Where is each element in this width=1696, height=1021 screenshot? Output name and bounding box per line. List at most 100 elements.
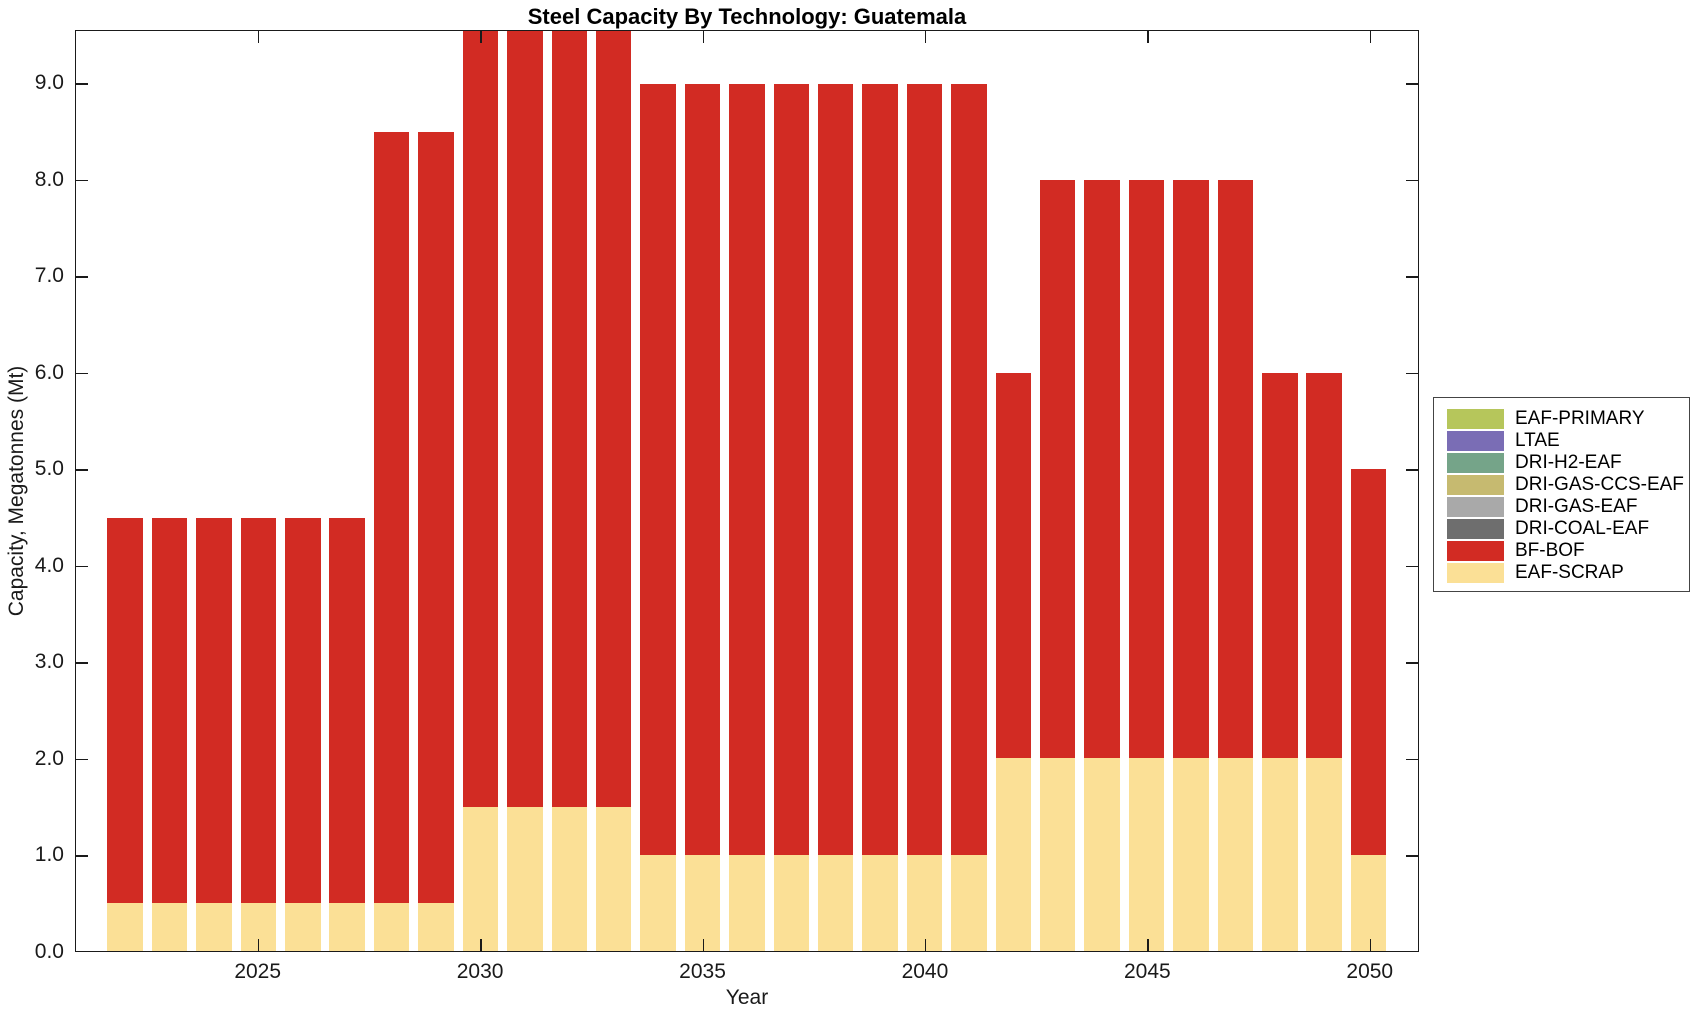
x-tick-bottom bbox=[480, 939, 482, 951]
x-tick-top bbox=[257, 31, 260, 43]
bar-segment-bf-bof-2025 bbox=[240, 517, 277, 903]
legend-label: DRI-GAS-CCS-EAF bbox=[1515, 473, 1684, 495]
x-tick-top bbox=[1147, 31, 1149, 43]
y-tick-label-7.0: 7.0 bbox=[34, 264, 64, 288]
y-tick-left bbox=[76, 565, 88, 568]
bar-2025[interactable] bbox=[236, 31, 280, 951]
legend-label: BF-BOF bbox=[1515, 539, 1585, 561]
bar-2048[interactable] bbox=[1258, 31, 1302, 951]
legend-swatch-dri-gas-ccs-eaf bbox=[1447, 474, 1504, 495]
legend-swatch-bf-bof bbox=[1447, 540, 1504, 561]
bar-2044[interactable] bbox=[1080, 31, 1124, 951]
bar-2049[interactable] bbox=[1302, 31, 1346, 951]
bar-segment-bf-bof-2045 bbox=[1128, 180, 1165, 759]
x-tick-top bbox=[702, 31, 705, 43]
x-tick-label-2045: 2045 bbox=[1123, 960, 1171, 983]
y-tick-label-6.0: 6.0 bbox=[34, 360, 64, 384]
bar-segment-bf-bof-2022 bbox=[107, 517, 143, 903]
bar-2040[interactable] bbox=[902, 31, 946, 951]
bar-segment-bf-bof-2030 bbox=[462, 31, 499, 807]
bar-2037[interactable] bbox=[769, 31, 813, 951]
legend-entry-dri-h2-eaf: DRI-H2-EAF bbox=[1447, 452, 1681, 473]
bar-2046[interactable] bbox=[1169, 31, 1213, 951]
legend-entry-dri-gas-eaf: DRI-GAS-EAF bbox=[1447, 496, 1681, 517]
bar-segment-eaf-scrap-2024 bbox=[196, 902, 232, 951]
x-tick-label-2040: 2040 bbox=[901, 960, 949, 983]
bar-2042[interactable] bbox=[991, 31, 1035, 951]
bar-2028[interactable] bbox=[369, 31, 413, 951]
x-tick-bottom bbox=[257, 939, 260, 951]
bar-segment-eaf-scrap-2045 bbox=[1128, 758, 1165, 951]
y-tick-label-1.0: 1.0 bbox=[34, 843, 64, 867]
legend-entry-eaf-scrap: EAF-SCRAP bbox=[1447, 562, 1681, 583]
y-tick-right bbox=[1406, 855, 1418, 857]
bar-segment-eaf-scrap-2040 bbox=[906, 854, 943, 951]
bars-container bbox=[103, 31, 1391, 951]
bar-segment-bf-bof-2034 bbox=[640, 84, 676, 855]
y-tick-left bbox=[76, 276, 88, 278]
legend-entry-eaf-primary: EAF-PRIMARY bbox=[1447, 408, 1681, 429]
y-tick-left bbox=[76, 758, 88, 761]
x-tick-top bbox=[480, 31, 482, 43]
y-tick-label-0.0: 0.0 bbox=[34, 940, 64, 963]
bar-2024[interactable] bbox=[192, 31, 236, 951]
bar-segment-eaf-scrap-2026 bbox=[285, 902, 321, 951]
bar-2029[interactable] bbox=[414, 31, 458, 951]
legend-label: EAF-SCRAP bbox=[1515, 561, 1624, 583]
bar-segment-bf-bof-2036 bbox=[729, 84, 765, 855]
bar-2026[interactable] bbox=[281, 31, 325, 951]
y-tick-label-3.0: 3.0 bbox=[34, 650, 64, 674]
bar-2036[interactable] bbox=[725, 31, 769, 951]
x-tick-bottom bbox=[1147, 939, 1149, 951]
bar-segment-eaf-scrap-2033 bbox=[595, 806, 632, 951]
bar-2031[interactable] bbox=[503, 31, 547, 951]
bar-2041[interactable] bbox=[947, 31, 991, 951]
bar-segment-eaf-scrap-2034 bbox=[640, 854, 676, 951]
x-tick-bottom bbox=[1369, 939, 1372, 951]
bar-2033[interactable] bbox=[591, 31, 635, 951]
bar-2022[interactable] bbox=[103, 31, 147, 951]
legend-entry-dri-coal-eaf: DRI-COAL-EAF bbox=[1447, 518, 1681, 539]
bar-segment-eaf-scrap-2028 bbox=[373, 902, 410, 951]
x-tick-label-2050: 2050 bbox=[1346, 960, 1394, 983]
bar-2027[interactable] bbox=[325, 31, 369, 951]
y-tick-left bbox=[76, 372, 88, 375]
bar-2043[interactable] bbox=[1036, 31, 1080, 951]
bar-segment-bf-bof-2047 bbox=[1217, 180, 1254, 759]
bar-segment-bf-bof-2032 bbox=[551, 31, 588, 807]
bar-2045[interactable] bbox=[1124, 31, 1168, 951]
bar-2030[interactable] bbox=[458, 31, 502, 951]
bar-2039[interactable] bbox=[858, 31, 902, 951]
bar-segment-bf-bof-2048 bbox=[1262, 373, 1298, 759]
x-axis-label: Year bbox=[725, 986, 769, 1009]
bar-segment-eaf-scrap-2046 bbox=[1173, 758, 1209, 951]
bar-segment-bf-bof-2031 bbox=[507, 31, 543, 807]
bar-segment-bf-bof-2029 bbox=[418, 132, 454, 903]
x-tick-top bbox=[924, 31, 927, 43]
bar-2050[interactable] bbox=[1346, 31, 1390, 951]
legend-swatch-dri-h2-eaf bbox=[1447, 452, 1504, 473]
bar-2032[interactable] bbox=[547, 31, 591, 951]
bar-segment-bf-bof-2035 bbox=[684, 84, 721, 855]
bar-2034[interactable] bbox=[636, 31, 680, 951]
bar-segment-eaf-scrap-2031 bbox=[507, 806, 543, 951]
bar-2047[interactable] bbox=[1213, 31, 1257, 951]
bar-segment-eaf-scrap-2032 bbox=[551, 806, 588, 951]
bar-segment-bf-bof-2028 bbox=[373, 132, 410, 903]
bar-segment-bf-bof-2049 bbox=[1306, 373, 1342, 759]
legend: EAF-PRIMARY LTAE DRI-H2-EAF DRI-GAS-CCS-EAF… bbox=[1433, 397, 1690, 592]
bar-2023[interactable] bbox=[147, 31, 191, 951]
y-tick-label-8.0: 8.0 bbox=[34, 167, 64, 191]
bar-segment-eaf-scrap-2043 bbox=[1039, 758, 1076, 951]
legend-label: DRI-COAL-EAF bbox=[1515, 517, 1650, 539]
bar-2035[interactable] bbox=[680, 31, 724, 951]
bar-2038[interactable] bbox=[814, 31, 858, 951]
y-tick-left bbox=[76, 469, 88, 471]
y-tick-right bbox=[1406, 372, 1418, 375]
legend-swatch-eaf-primary bbox=[1447, 408, 1504, 429]
bar-segment-bf-bof-2027 bbox=[329, 517, 365, 903]
bar-segment-eaf-scrap-2049 bbox=[1306, 758, 1342, 951]
y-tick-right bbox=[1406, 83, 1418, 85]
y-tick-right bbox=[1406, 179, 1418, 182]
